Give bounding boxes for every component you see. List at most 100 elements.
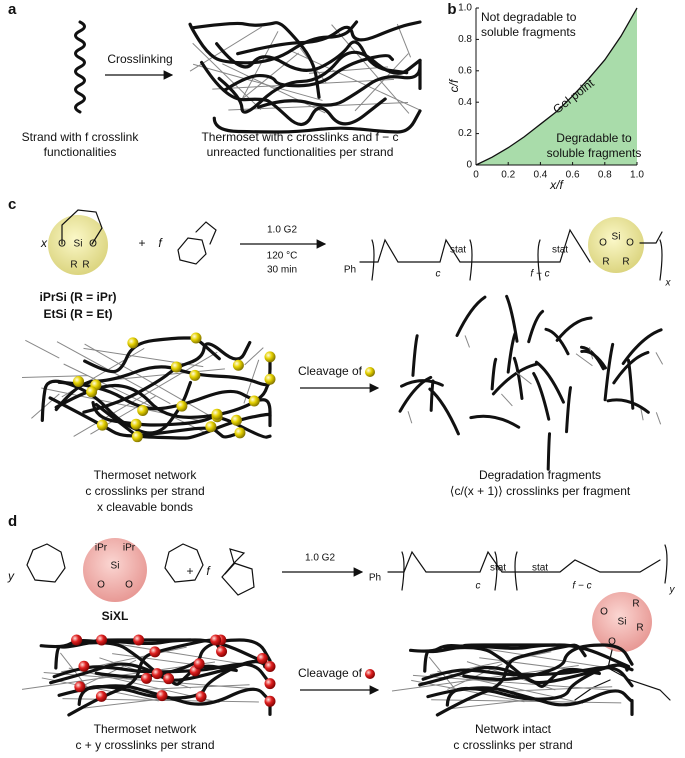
fragment [490,357,498,391]
cleavable-bond [73,375,85,387]
crosslink [407,411,413,424]
x-tick-label: 0.6 [566,170,580,181]
strand [462,643,634,682]
norbornadiene [221,548,255,596]
fragment [612,350,650,385]
fragment [411,334,419,377]
polymer-label: stat [450,245,466,256]
arrow-label: Crosslinking [107,52,172,66]
caption: Thermoset with c crosslinks and f − c [201,130,398,144]
cleavable-bond [96,634,108,646]
cleavable-bond [190,332,202,344]
strand [57,380,272,428]
cleavable-bond [151,668,163,680]
cleavable-bond [216,645,228,657]
cleavable-bond [189,369,201,381]
atom: Si [612,232,621,243]
crosslink [21,375,89,378]
cleavable-bond [74,681,86,693]
crosslink [640,408,644,421]
polymer-label: stat [552,245,568,256]
atom: R [602,257,609,268]
cleavable-bond [193,658,205,670]
cleavable-bond [86,386,98,398]
fragment [469,414,521,429]
ring [61,209,103,245]
caption: Thermoset network [94,722,198,736]
cleavable-bond [95,690,107,702]
fragment [491,362,539,396]
annotation: soluble fragments [481,25,576,39]
x-tick-label: 0.8 [598,170,612,181]
arrow-label: Cleavage of [298,364,363,378]
crosslink [25,339,60,359]
fragment [565,386,572,434]
caption: Strand with f crosslink [22,130,140,144]
crosslink [655,412,662,425]
si-halo [83,538,147,602]
si-halo [48,215,108,275]
si-halo [592,592,652,652]
fragment [505,294,519,343]
atom: O [97,580,105,591]
x-tick-label: 0 [473,170,479,181]
strand [426,686,634,716]
y-tick-label: 0.6 [458,65,472,76]
polymer-backbone [359,228,591,263]
cleavable-bond [78,660,90,672]
y-tick-label: 0 [466,160,472,171]
crosslink [63,363,207,434]
condition: 120 °C [267,251,298,262]
cleavable-bond [210,634,222,646]
fragment [555,316,593,342]
cleavable-bond [71,634,83,646]
atom: Si [618,617,627,628]
atom: R [82,260,89,271]
panel-label: c [8,196,16,213]
panel-label: b [447,1,456,18]
polymer-label: f − c [530,269,549,280]
crosslink [41,677,159,702]
cleavable-bond [131,431,143,443]
strand [215,40,409,75]
fragment [532,371,551,421]
crosslink [31,393,60,419]
cleavable-bond [163,673,175,685]
y-tick-label: 0.2 [458,128,472,139]
cleavable-bond [195,691,207,703]
brackets [371,239,663,281]
fragment [506,331,517,374]
ring [26,543,204,583]
cleavable-bond [256,653,268,665]
polymer-label: stat [532,563,548,574]
cleavable-bond [248,395,260,407]
fragment [512,356,524,401]
cleavable-bond [264,695,276,707]
brackets [401,544,668,591]
atom: O [626,238,634,249]
caption: c crosslinks per strand [85,484,204,498]
caption: c crosslinks per strand [453,738,572,752]
caption: functionalities [44,145,117,159]
chain [639,231,663,244]
x-tick-label: 0.2 [501,170,515,181]
annotation: soluble fragments [547,146,642,160]
atom: O [599,238,607,249]
crosslink [501,393,513,407]
fragment [606,398,650,414]
cleavable-bond [96,419,108,431]
panel-label: d [8,513,17,530]
crosslink [477,647,613,669]
panel-label: a [8,1,17,18]
crosslink [239,31,279,104]
coefficient: y [7,569,15,583]
strand [82,340,252,414]
caption: ⟨c/(x + 1)⟩ crosslinks per fragment [450,484,631,498]
cleavable-bond [264,351,276,363]
coefficient: x [40,236,48,250]
strand [94,638,272,679]
x-tick-label: 1.0 [630,170,644,181]
polymer-label: y [669,585,676,596]
fragment [455,295,487,337]
fragment [546,432,552,471]
